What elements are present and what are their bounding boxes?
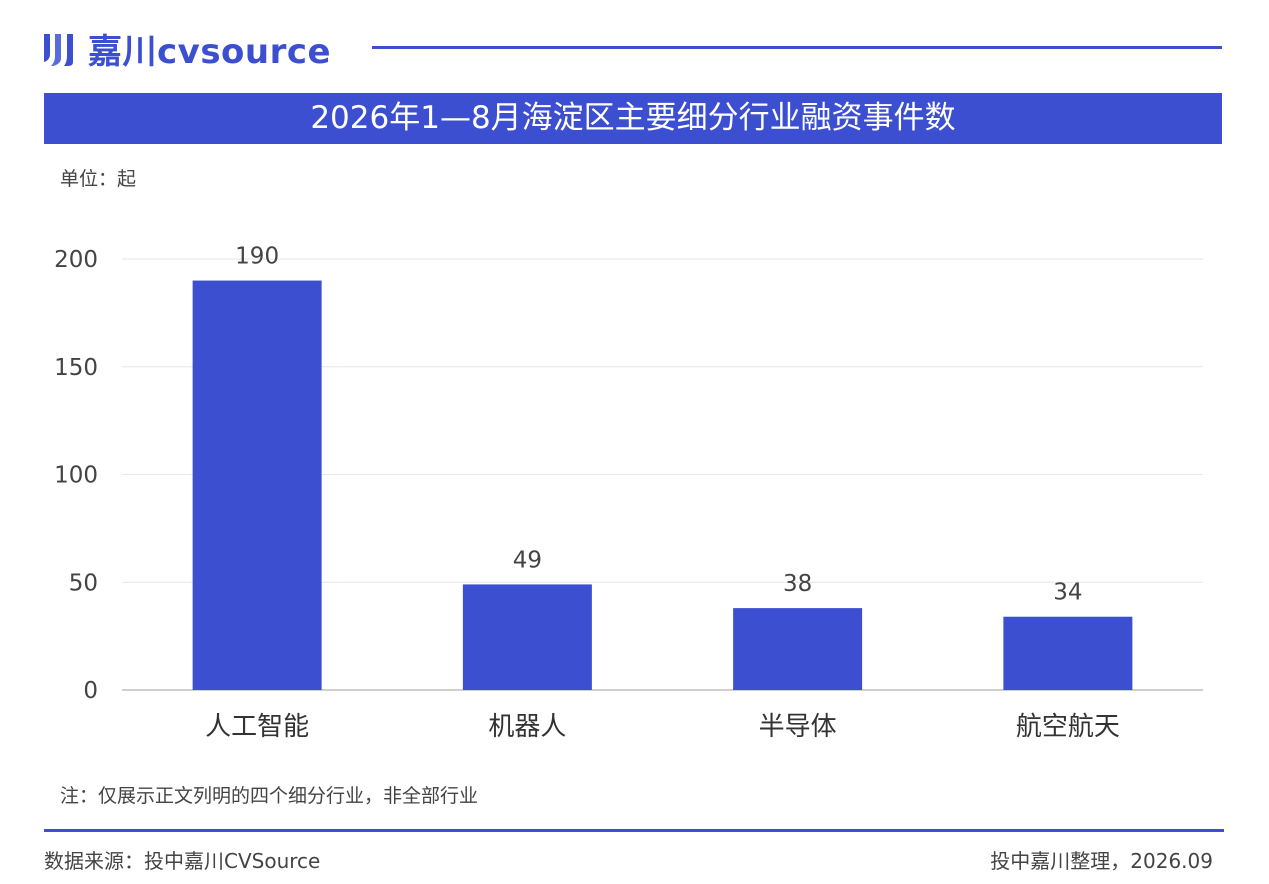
bar [1003, 616, 1133, 690]
x-axis-labels: 人工智能 机器人 半导体 航空航天 [205, 712, 1120, 742]
data-label: 38 [783, 571, 812, 597]
data-label: 34 [1053, 580, 1082, 606]
logo-text: 嘉川cvsource [88, 31, 332, 72]
x-tick-label: 航空航天 [1016, 712, 1120, 742]
bar [462, 584, 592, 690]
y-tick-label: 200 [54, 247, 98, 273]
y-tick-label: 0 [83, 678, 98, 704]
bar [733, 608, 863, 690]
y-axis-ticks: 0 50 100 150 200 [54, 247, 98, 704]
bars [192, 280, 1133, 690]
data-labels: 190 49 38 34 [235, 244, 1082, 606]
data-label: 190 [235, 244, 279, 270]
chart-title: 2026年1—8月海淀区主要细分行业融资事件数 [44, 93, 1222, 144]
brand-logo: 嘉川cvsource [40, 26, 332, 72]
compiled-by: 投中嘉川整理，2026.09 [990, 849, 1213, 873]
unit-label: 单位：起 [60, 168, 137, 190]
data-label: 49 [513, 547, 542, 573]
data-source: 数据来源：投中嘉川CVSource [44, 849, 321, 873]
x-tick-label: 半导体 [759, 712, 837, 742]
y-tick-label: 50 [69, 570, 98, 596]
bar [192, 280, 322, 690]
cvsource-logo-icon [44, 34, 73, 66]
x-tick-label: 机器人 [488, 712, 566, 742]
footer-divider [44, 829, 1224, 832]
y-tick-label: 150 [54, 355, 98, 381]
x-tick-label: 人工智能 [205, 712, 309, 742]
y-tick-label: 100 [54, 463, 98, 489]
chart-note: 注：仅展示正文列明的四个细分行业，非全部行业 [60, 785, 479, 807]
header-divider [372, 46, 1222, 49]
